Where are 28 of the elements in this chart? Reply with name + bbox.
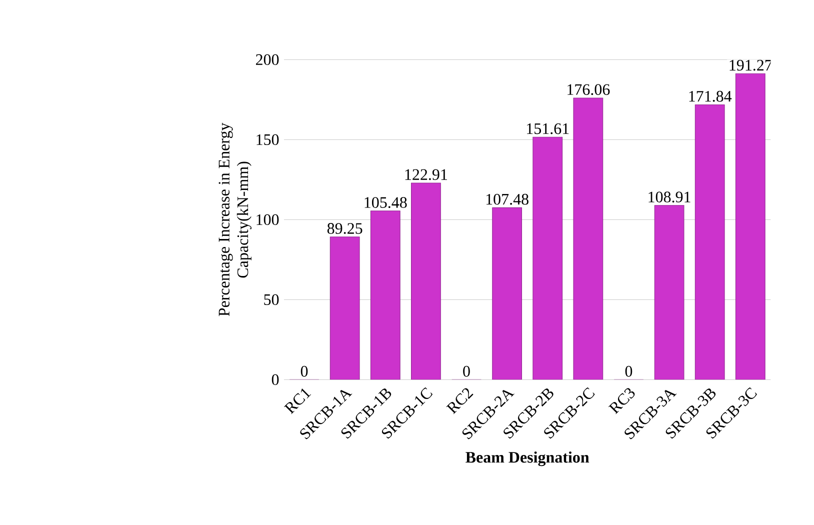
y-tick-label: 200	[256, 54, 279, 66]
data-label: 105.48	[364, 197, 407, 208]
data-label: 0	[300, 366, 308, 377]
bar	[370, 210, 400, 380]
bar	[411, 183, 441, 380]
data-label: 0	[463, 366, 470, 377]
bar	[695, 104, 725, 380]
bar	[330, 236, 360, 380]
data-label: 191.27	[730, 60, 772, 71]
bar	[654, 205, 684, 380]
bar	[532, 137, 562, 380]
y-axis-title: Percentage Increase in Energy Capacity(kN-mm)	[218, 122, 252, 316]
x-axis-title: Beam Designation	[466, 451, 590, 466]
data-label: 108.91	[648, 192, 690, 202]
bar	[735, 73, 766, 380]
y-tick-label: 0	[272, 374, 279, 386]
data-label: 122.91	[405, 169, 447, 180]
data-label: 171.84	[689, 90, 732, 102]
bar	[574, 98, 603, 380]
data-label: 176.06	[568, 84, 610, 96]
y-tick-label: 50	[264, 294, 279, 306]
data-label: 107.48	[486, 194, 528, 205]
bar	[492, 208, 522, 380]
data-label: 89.25	[327, 223, 362, 234]
y-tick-label: 100	[256, 214, 279, 226]
y-tick-label: 150	[256, 134, 279, 146]
data-label: 151.61	[527, 123, 569, 134]
data-label: 0	[625, 366, 632, 377]
